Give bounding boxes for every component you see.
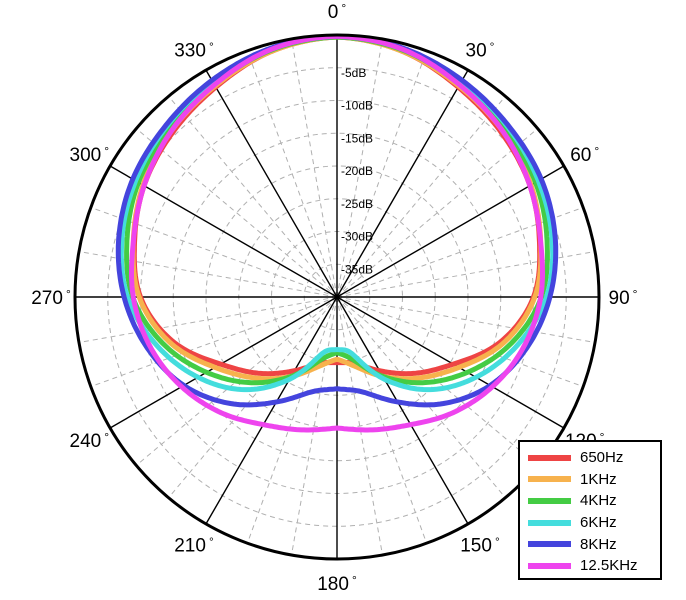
major-spoke [205, 69, 469, 525]
legend-item: 12.5KHz [528, 555, 660, 577]
legend-swatch [528, 562, 571, 569]
legend-swatch [528, 519, 571, 526]
angle-tick-label: 180 ° [317, 573, 357, 595]
grid-spoke [168, 296, 338, 499]
grid-spoke [291, 296, 338, 556]
legend: 650Hz 1KHz 4KHz 6KHz 8KHz 12.5KHz [518, 440, 662, 580]
series-6khz-line [118, 33, 556, 393]
legend-swatch [528, 497, 571, 504]
grid-spoke [336, 38, 383, 298]
grid-spoke [336, 296, 428, 544]
db-tick-label: -15dB [341, 131, 373, 145]
grid-spoke [168, 95, 338, 298]
db-tick-label: -30dB [341, 230, 373, 244]
grid-spoke [90, 206, 338, 298]
legend-item: 6KHz [528, 512, 660, 534]
legend-swatch [528, 454, 571, 461]
legend-label: 12.5KHz [580, 557, 638, 575]
grid-spoke [246, 50, 338, 298]
grid-spoke [336, 296, 596, 343]
major-spokes [75, 35, 599, 559]
grid-spoke [336, 128, 539, 298]
series-12-5khz-line [129, 33, 545, 433]
grid-spoke [246, 296, 338, 544]
angle-tick-label: 270 ° [31, 287, 71, 309]
legend-label: 4KHz [580, 492, 617, 510]
grid-spoke [78, 296, 338, 343]
legend-label: 650Hz [580, 449, 624, 467]
legend-item: 650Hz [528, 447, 660, 469]
legend-swatch [528, 476, 571, 483]
db-labels: -5dB -10dB -15dB -20dB -25dB -30dB -35dB [341, 66, 373, 277]
grid-spoke [336, 296, 383, 556]
db-tick-label: -5dB [341, 66, 366, 80]
angle-tick-label: 30 ° [466, 39, 495, 61]
db-tick-label: -25dB [341, 197, 373, 211]
angle-tick-label: 60 ° [570, 144, 599, 166]
series-4khz-line [124, 34, 550, 386]
angle-tick-label: 300 ° [70, 144, 110, 166]
series-8khz-line [115, 33, 559, 408]
angle-tick-label: 330 ° [174, 39, 214, 61]
legend-swatch [528, 541, 571, 548]
angle-tick-label: 0 ° [328, 1, 347, 23]
db-tick-label: -10dB [341, 99, 373, 113]
grid-spoke [291, 38, 338, 298]
grid-spoke [336, 296, 506, 499]
legend-item: 8KHz [528, 533, 660, 555]
legend-item: 1KHz [528, 469, 660, 491]
angle-tick-label: 240 ° [70, 430, 110, 452]
grid-spoke [90, 296, 338, 388]
outer-ring [73, 33, 601, 561]
db-tick-label: -35dB [341, 262, 373, 276]
legend-item: 4KHz [528, 490, 660, 512]
angle-tick-label: 90 ° [609, 287, 638, 309]
grid-spoke [135, 128, 338, 298]
db-tick-label: -20dB [341, 164, 373, 178]
angle-labels: 0°30°60°90°120°150°180°210°240°270°300°3… [31, 1, 637, 595]
series-layer [115, 33, 559, 433]
angle-tick-label: 150 ° [460, 535, 500, 557]
grid-spoke [336, 206, 584, 298]
grid-spoke [336, 95, 506, 298]
angle-tick-label: 210 ° [174, 535, 214, 557]
legend-label: 6KHz [580, 514, 617, 532]
grid-spoke [336, 50, 428, 298]
legend-label: 8KHz [580, 535, 617, 553]
legend-label: 1KHz [580, 470, 617, 488]
grid-spoke [336, 296, 584, 388]
